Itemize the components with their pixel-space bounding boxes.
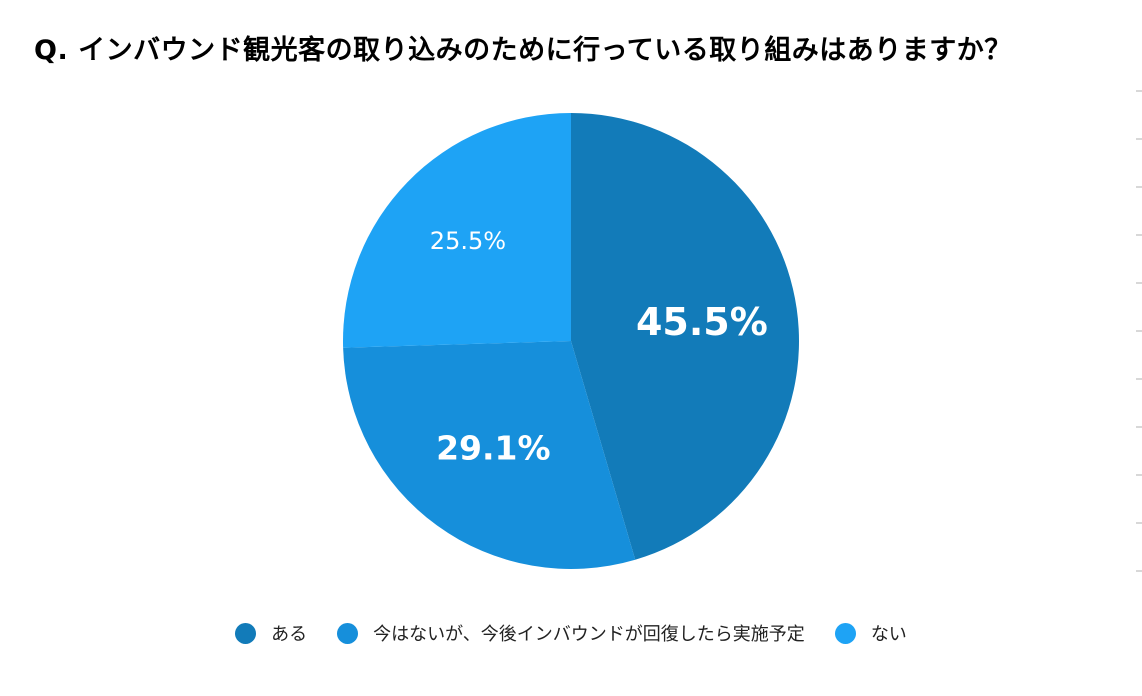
legend-swatch-planned: [337, 622, 359, 644]
page-edge-marks: [1136, 90, 1142, 610]
pie-slice-aru[interactable]: [571, 113, 799, 560]
pie-slice-nai[interactable]: [343, 113, 571, 348]
slice-label-planned: 29.1%: [436, 429, 551, 468]
legend-label-aru: ある: [271, 624, 308, 645]
legend-label-planned: 今はないが、今後インバウンドが回復したら実施予定: [373, 624, 805, 645]
pie-slice-planned[interactable]: [343, 341, 636, 569]
legend: ある 今はないが、今後インバウンドが回復したら実施予定 ない: [0, 620, 1142, 646]
chart-title: Q. インバウンド観光客の取り込みのために行っている取り組みはありますか？: [34, 35, 1012, 66]
slice-label-aru: 45.5%: [636, 300, 768, 344]
legend-swatch-aru: [235, 622, 257, 644]
slice-label-nai: 25.5%: [430, 227, 506, 255]
legend-label-nai: ない: [870, 624, 907, 645]
legend-item-planned[interactable]: 今はないが、今後インバウンドが回復したら実施予定: [337, 620, 805, 646]
legend-swatch-nai: [834, 622, 856, 644]
legend-item-nai[interactable]: ない: [834, 620, 907, 646]
legend-item-aru[interactable]: ある: [235, 620, 307, 646]
